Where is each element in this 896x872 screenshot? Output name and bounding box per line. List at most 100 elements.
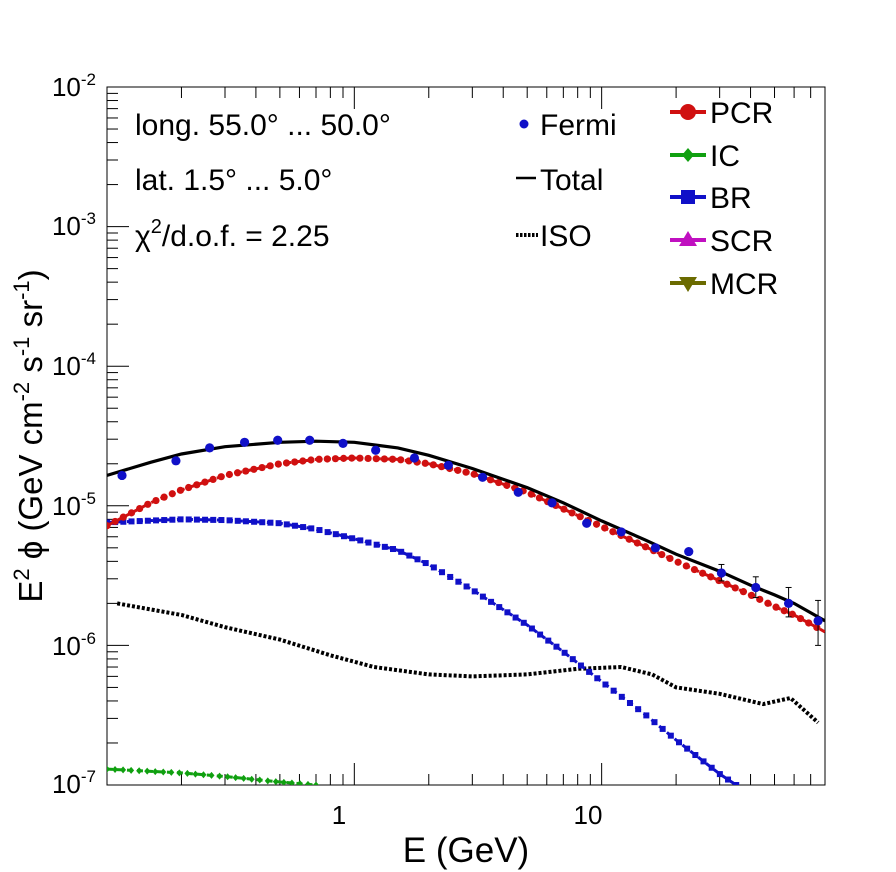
x-tick-labels: 1 10 bbox=[332, 800, 603, 830]
marker-pcr bbox=[372, 455, 380, 463]
marker-pcr bbox=[388, 455, 397, 463]
marker-ic bbox=[248, 775, 255, 783]
marker-pcr bbox=[560, 505, 568, 513]
legend-marker-mcr bbox=[679, 277, 697, 292]
series-layer bbox=[107, 435, 825, 785]
marker-ic bbox=[160, 768, 167, 776]
fermi-point bbox=[783, 598, 794, 608]
marker-pcr bbox=[682, 562, 690, 570]
marker-pcr bbox=[356, 454, 364, 462]
marker-br bbox=[659, 725, 666, 732]
marker-ic bbox=[208, 771, 215, 779]
marker-br bbox=[242, 518, 249, 525]
marker-pcr bbox=[168, 490, 176, 498]
marker-br bbox=[447, 573, 454, 580]
marker-pcr bbox=[127, 509, 136, 517]
marker-br bbox=[716, 771, 723, 778]
marker-ic bbox=[192, 770, 199, 778]
marker-br bbox=[504, 609, 511, 616]
marker-pcr bbox=[813, 623, 821, 632]
legend-label-scr: SCR bbox=[710, 225, 773, 258]
marker-pcr bbox=[380, 455, 389, 463]
marker-pcr bbox=[780, 607, 788, 615]
fermi-point bbox=[338, 438, 348, 448]
marker-br bbox=[340, 533, 347, 540]
marker-br bbox=[226, 517, 233, 524]
marker-pcr bbox=[144, 500, 152, 508]
marker-br bbox=[202, 516, 209, 523]
marker-br bbox=[569, 656, 576, 663]
marker-ic bbox=[288, 779, 295, 785]
marker-br bbox=[161, 517, 168, 524]
marker-br bbox=[120, 518, 127, 525]
marker-pcr bbox=[633, 539, 641, 547]
marker-br bbox=[136, 518, 143, 525]
marker-pcr bbox=[152, 496, 160, 505]
marker-br bbox=[725, 776, 732, 783]
marker-br bbox=[251, 518, 258, 525]
y-tick-label: 10-6 bbox=[52, 629, 96, 661]
marker-br bbox=[332, 531, 339, 538]
marker-pcr bbox=[348, 454, 356, 462]
marker-pcr bbox=[470, 470, 478, 478]
fermi-point bbox=[205, 443, 215, 453]
legend-marker-pcr bbox=[680, 104, 696, 120]
marker-ic bbox=[240, 774, 247, 782]
y-tick-label: 10-4 bbox=[52, 349, 96, 381]
fermi-point bbox=[371, 445, 381, 455]
marker-pcr bbox=[486, 476, 495, 484]
legend-label-fermi: Fermi bbox=[540, 109, 617, 142]
marker-br bbox=[357, 537, 364, 544]
marker-br bbox=[643, 712, 650, 719]
fermi-point bbox=[582, 518, 592, 528]
y-tick-label: 10-2 bbox=[52, 70, 96, 102]
x-tick-label: 10 bbox=[574, 800, 603, 830]
marker-br bbox=[610, 687, 617, 694]
marker-br bbox=[267, 519, 274, 526]
marker-pcr bbox=[609, 528, 617, 536]
series-br bbox=[107, 516, 740, 785]
marker-pcr bbox=[535, 494, 544, 502]
marker-br bbox=[349, 535, 356, 542]
fermi-point bbox=[305, 435, 315, 445]
marker-pcr bbox=[258, 463, 266, 472]
annotation-latitude: lat. 1.5° ... 5.0° bbox=[135, 164, 332, 197]
marker-pcr bbox=[176, 486, 185, 494]
marker-ic bbox=[168, 768, 175, 776]
marker-pcr bbox=[739, 588, 748, 596]
legend-label-iso: ISO bbox=[540, 220, 592, 253]
marker-br bbox=[586, 668, 593, 675]
marker-br bbox=[545, 637, 552, 644]
marker-pcr bbox=[437, 463, 446, 471]
marker-ic bbox=[313, 781, 320, 785]
marker-br bbox=[602, 681, 609, 688]
marker-pcr bbox=[641, 543, 650, 551]
marker-ic bbox=[296, 780, 303, 785]
marker-br bbox=[390, 546, 397, 553]
marker-br bbox=[275, 520, 282, 527]
marker-br bbox=[700, 758, 707, 765]
marker-br bbox=[406, 552, 413, 559]
marker-pcr bbox=[495, 478, 503, 487]
marker-br bbox=[259, 519, 266, 526]
marker-pcr bbox=[707, 573, 715, 581]
marker-br bbox=[283, 521, 290, 528]
marker-pcr bbox=[764, 599, 772, 607]
legend-label-ic: IC bbox=[710, 140, 740, 173]
marker-pcr bbox=[119, 513, 127, 521]
fermi-point bbox=[239, 437, 250, 447]
fermi-point bbox=[513, 487, 523, 497]
fermi-point bbox=[813, 616, 823, 626]
marker-br bbox=[414, 556, 421, 563]
fermi-point bbox=[171, 456, 181, 466]
annotations: long. 55.0° ... 50.0° lat. 1.5° ... 5.0°… bbox=[135, 109, 391, 253]
marker-br bbox=[169, 516, 176, 523]
marker-br bbox=[291, 522, 298, 529]
marker-br bbox=[373, 541, 380, 548]
marker-br bbox=[651, 719, 658, 726]
marker-pcr bbox=[527, 490, 535, 498]
marker-ic bbox=[107, 765, 110, 773]
y-axis-title: E2 ϕ (GeV cm-2 s-1 sr-1) bbox=[9, 269, 49, 602]
annotation-chi2: χ2/d.o.f. = 2.25 bbox=[135, 216, 330, 253]
marker-br bbox=[635, 706, 642, 713]
